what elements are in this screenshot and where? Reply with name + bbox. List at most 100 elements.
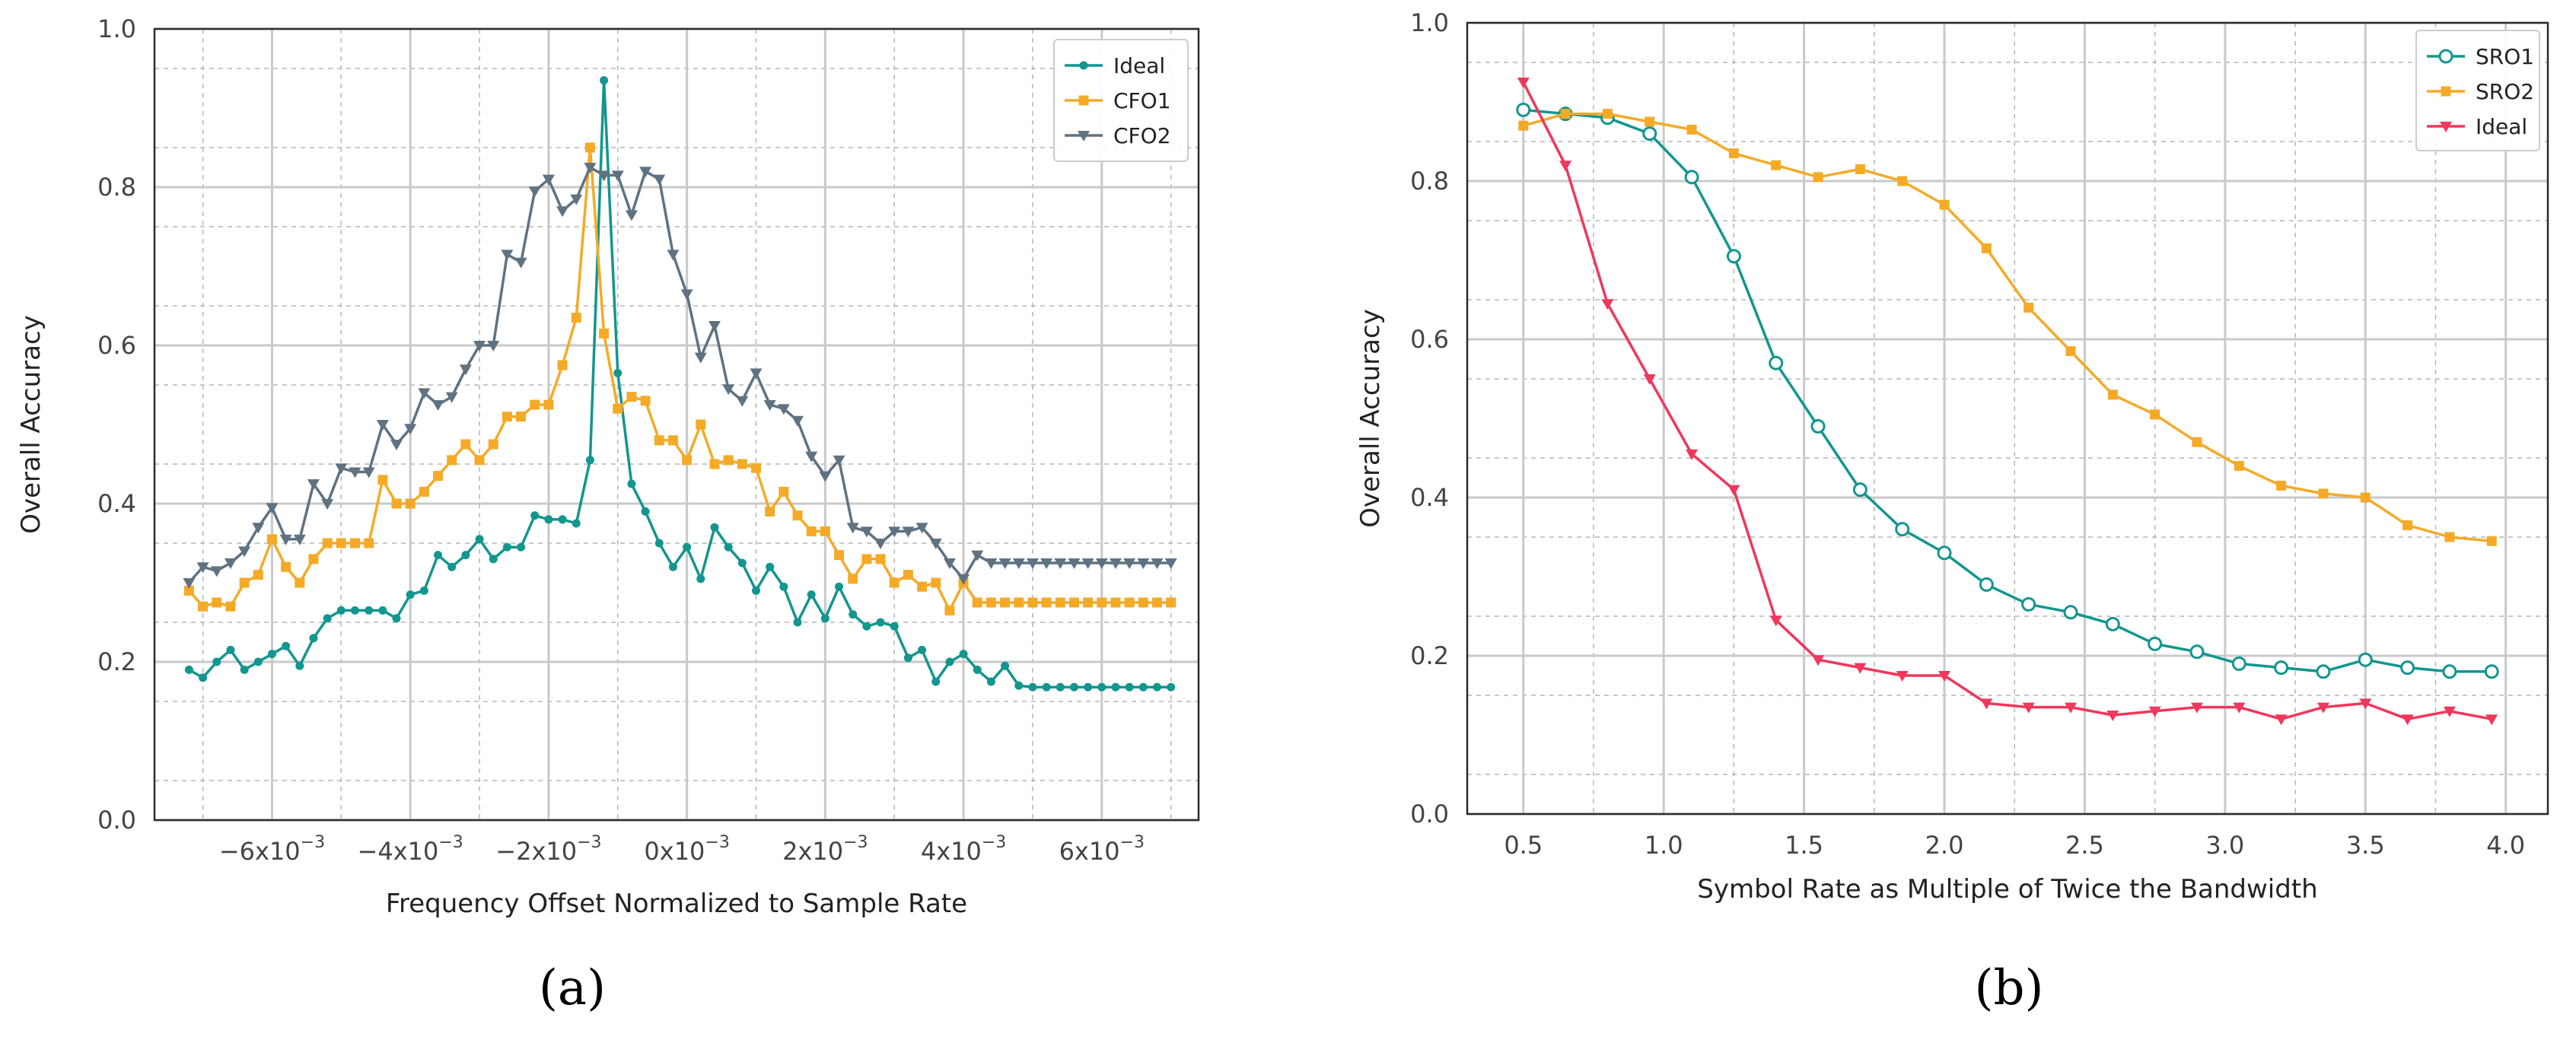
data-point: [502, 542, 511, 552]
data-point: [1560, 109, 1571, 119]
data-point: [1151, 597, 1162, 608]
data-point: [627, 479, 636, 488]
series-ideal: [1517, 78, 2498, 726]
data-point: [1095, 558, 1108, 569]
data-point: [1812, 655, 1825, 666]
series-line-sro2: [1523, 112, 2492, 542]
legend-b: SRO1 SRO2 Ideal: [2415, 30, 2540, 151]
data-point: [777, 404, 790, 415]
data-point: [736, 396, 749, 407]
data-point: [2316, 664, 2331, 679]
x-axis-label-a: Frequency Offset Normalized to Sample Ra…: [386, 889, 967, 919]
data-point: [819, 471, 832, 482]
data-point: [1979, 577, 1994, 592]
data-point: [2065, 346, 2076, 357]
data-point: [2400, 660, 2415, 676]
data-point: [1027, 597, 1038, 608]
data-point: [611, 170, 624, 182]
data-point: [835, 582, 844, 591]
data-point: [2106, 711, 2119, 721]
y-axis-label-b: Overall Accuracy: [1355, 309, 1386, 528]
data-point: [710, 523, 719, 532]
data-point: [558, 515, 567, 524]
data-point: [613, 403, 623, 414]
data-point: [986, 677, 995, 686]
series-sro2: [1518, 109, 2497, 546]
data-point: [957, 574, 970, 585]
data-point: [668, 562, 677, 571]
data-point: [876, 618, 885, 627]
data-point: [1727, 485, 1740, 496]
data-point: [793, 618, 802, 627]
data-point: [240, 665, 249, 674]
data-point: [680, 289, 693, 300]
y-tick-label: 0.0: [97, 806, 136, 835]
data-point: [805, 451, 818, 463]
data-point: [1083, 597, 1094, 608]
data-point: [849, 610, 858, 619]
data-point: [862, 622, 871, 631]
data-point: [433, 471, 444, 482]
data-point: [945, 657, 954, 666]
data-point: [252, 523, 265, 534]
data-point: [737, 459, 747, 469]
data-point: [1855, 164, 1865, 174]
legend-label: SRO1: [2476, 44, 2534, 69]
data-point: [599, 328, 610, 339]
data-point: [779, 486, 789, 497]
data-point: [2402, 520, 2413, 530]
data-point: [1518, 120, 1529, 131]
data-point: [2063, 605, 2078, 620]
data-point: [1137, 558, 1150, 569]
y-tick-label: 0.6: [97, 331, 136, 360]
data-point: [763, 400, 776, 411]
data-point: [1686, 124, 1697, 135]
x-tick-label: 0.5: [1504, 831, 1543, 860]
data-point: [902, 526, 915, 538]
data-point: [309, 634, 318, 643]
data-point: [584, 142, 595, 153]
data-point: [929, 539, 942, 549]
data-point: [600, 76, 609, 85]
data-point: [1081, 558, 1094, 569]
data-point: [392, 614, 401, 623]
y-tick-label: 1.0: [97, 14, 136, 43]
chart-panel-b: 0.5 1.0 1.5 2.0 2.5 3.0 3.5 4.0 0.0 0.2 0.4 0.6 0.8…: [1355, 8, 2549, 1016]
x-tick-label: 2.0: [1925, 831, 1964, 860]
data-point: [1111, 682, 1120, 692]
data-point: [2021, 596, 2036, 612]
data-point: [943, 558, 956, 569]
data-point: [2486, 536, 2497, 546]
data-point: [625, 210, 638, 221]
chart-panel-a: −6x10−3 −4x10−3 −2x10−3 0x10−3 2x10−3 4x10−3 6…: [16, 14, 1200, 1016]
data-point: [888, 526, 901, 538]
data-point: [779, 582, 788, 591]
data-point: [585, 456, 594, 465]
series-cfo2: [183, 163, 1177, 589]
data-point: [445, 392, 458, 403]
data-point: [766, 562, 775, 571]
data-point: [2190, 702, 2203, 714]
data-point: [889, 577, 900, 588]
y-ticks-b: 0.0 0.2 0.4 0.6 0.8 1.0: [1410, 8, 1449, 828]
data-point: [1123, 558, 1136, 569]
data-point: [238, 546, 251, 558]
data-point: [1728, 148, 1739, 159]
data-point: [295, 577, 305, 588]
data-point: [1896, 671, 1909, 682]
data-point: [1000, 597, 1011, 608]
data-point: [544, 515, 553, 524]
data-point: [530, 511, 540, 520]
data-point: [365, 606, 374, 615]
data-point: [639, 167, 652, 178]
data-point: [2316, 702, 2329, 714]
data-point: [1769, 615, 1782, 627]
data-point: [266, 503, 279, 514]
data-point: [267, 650, 276, 659]
data-point: [1897, 176, 1908, 186]
legend-label: SRO2: [2476, 79, 2534, 104]
data-point: [1068, 597, 1079, 608]
data-point: [834, 550, 845, 561]
data-point: [447, 455, 457, 466]
data-point: [308, 554, 319, 564]
